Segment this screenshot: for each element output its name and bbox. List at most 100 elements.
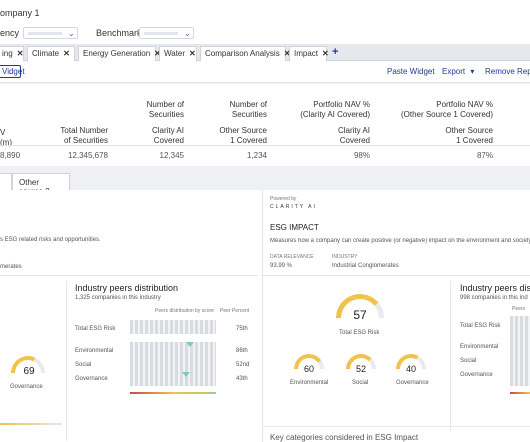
tab-label: Energy Generation bbox=[83, 49, 151, 58]
powered-by: Powered by bbox=[270, 196, 297, 202]
summary-header: Other Source bbox=[445, 126, 493, 135]
summary-value: 1,234 bbox=[246, 151, 267, 160]
summary-header: Clarity AI bbox=[151, 126, 184, 135]
peers-title: Industry peers distr bbox=[460, 283, 530, 293]
gauge-label: Governance bbox=[10, 384, 43, 390]
distribution-bar bbox=[510, 316, 530, 386]
summary-header: Clarity AI bbox=[337, 126, 370, 135]
benchmark-select[interactable]: ⌄ bbox=[139, 27, 194, 39]
summary-header: Securities bbox=[148, 110, 184, 119]
tab-label: ing bbox=[2, 49, 13, 58]
environmental-label: Environmental bbox=[290, 380, 329, 386]
summary-header: Number of bbox=[229, 100, 267, 109]
content-panels: s ESG related risks and opportunities. m… bbox=[0, 190, 530, 442]
summary-col-clarity-count: Number of Securities Clarity AI Covered bbox=[124, 100, 184, 146]
summary-col-total: Total Number of Securities bbox=[48, 126, 108, 146]
summary-header: of Securities bbox=[63, 136, 108, 145]
tab-impact[interactable]: Impact ✕ bbox=[289, 46, 329, 61]
summary-header: Other Source bbox=[219, 126, 267, 135]
peers-dist-header: Peers bbox=[512, 306, 526, 312]
chevron-down-icon: ▾ bbox=[470, 67, 475, 76]
summary-header: Portfolio NAV % bbox=[313, 100, 370, 109]
row-label: Governance bbox=[75, 376, 108, 382]
divider bbox=[66, 281, 67, 441]
close-icon[interactable]: ✕ bbox=[189, 49, 196, 58]
distribution-bar bbox=[130, 320, 216, 334]
page-title: ompany 1 bbox=[0, 8, 40, 18]
summary-col-other-count: Number of Securities Other Source 1 Cove… bbox=[207, 100, 267, 146]
close-icon[interactable]: ✕ bbox=[283, 49, 291, 58]
coverage-summary: V (m) 8,890 Total Number of Securities 1… bbox=[0, 84, 530, 166]
summary-header: Covered bbox=[339, 136, 370, 145]
summary-col-nav: V (m) bbox=[0, 128, 18, 148]
tab-source-1[interactable] bbox=[0, 173, 12, 190]
peers-dist-header: Peers distribution by score bbox=[155, 308, 214, 314]
paste-widget-button[interactable]: Paste Widget bbox=[387, 67, 435, 76]
tab-energy-generation[interactable]: Energy Generation ✕ bbox=[78, 46, 161, 61]
social-label: Social bbox=[352, 380, 369, 386]
summary-header: Securities bbox=[231, 110, 267, 119]
tab-water[interactable]: Water ✕ bbox=[159, 46, 197, 61]
data-relevance-label: DATA RELEVANCE bbox=[270, 254, 314, 260]
tab-label: Comparison Analysis bbox=[205, 49, 280, 58]
summary-col-other-nav: Portfolio NAV % (Other Source 1 Covered)… bbox=[383, 100, 493, 146]
row-percentile: 86th bbox=[236, 348, 248, 354]
summary-header: Covered bbox=[153, 136, 184, 145]
row-label: Environmental bbox=[460, 344, 499, 350]
left-industry: merates bbox=[0, 264, 22, 270]
summary-header: 1 Covered bbox=[230, 136, 267, 145]
chevron-down-icon: ⌄ bbox=[184, 29, 191, 38]
tab-label: Impact bbox=[294, 49, 319, 58]
tab-rating[interactable]: ing ✕ bbox=[0, 46, 24, 61]
add-tab-button[interactable]: + bbox=[332, 46, 339, 58]
total-risk-value: 57 bbox=[353, 308, 367, 322]
close-icon[interactable]: ✕ bbox=[154, 49, 161, 58]
remove-report-button[interactable]: Remove Repor bbox=[485, 67, 530, 76]
close-icon[interactable]: ✕ bbox=[63, 49, 70, 58]
peer-percent-header: Peer Percent bbox=[220, 308, 250, 314]
tab-climate[interactable]: Climate ✕ bbox=[27, 46, 75, 61]
filter-bar: ency ⌄ Benchmark ⌄ bbox=[0, 24, 530, 44]
report-tabs: ing ✕ Climate ✕ Energy Generation ✕ Water ✕ … bbox=[0, 44, 530, 61]
peers-title: Industry peers distribution bbox=[75, 283, 179, 293]
export-label: Export bbox=[442, 67, 466, 76]
divider bbox=[262, 426, 530, 427]
peers-count: 1,325 companies in this industry bbox=[75, 295, 161, 301]
row-label: Social bbox=[460, 358, 477, 364]
summary-col-clarity-nav: Portfolio NAV % (Clarity AI Covered) Cla… bbox=[280, 100, 370, 146]
divider bbox=[262, 275, 530, 276]
row-label: Governance bbox=[460, 372, 493, 378]
gauge-value: 69 bbox=[23, 366, 35, 377]
close-icon[interactable]: ✕ bbox=[322, 49, 329, 58]
industry-value: Industrial Conglomerates bbox=[332, 263, 399, 269]
peers-count: 998 companies in this ind bbox=[460, 295, 528, 301]
environmental-value: 60 bbox=[303, 364, 314, 374]
add-widget-button[interactable]: Vidget bbox=[0, 65, 25, 78]
summary-header: (Clarity AI Covered) bbox=[300, 110, 370, 119]
row-percentile: 43th bbox=[236, 376, 248, 382]
top-bar: ompany 1 bbox=[0, 0, 530, 26]
divider bbox=[0, 145, 530, 146]
close-icon[interactable]: ✕ bbox=[16, 49, 24, 58]
total-risk-label: Total ESG Risk bbox=[339, 330, 380, 336]
divider bbox=[0, 275, 258, 276]
tab-other-source-2[interactable]: Other source 2 bbox=[12, 173, 70, 196]
currency-select[interactable]: ⌄ bbox=[23, 27, 78, 39]
export-button[interactable]: Export ▾ bbox=[442, 67, 474, 76]
summary-header: Portfolio NAV % bbox=[436, 100, 493, 109]
score-scale bbox=[0, 423, 62, 425]
data-relevance-value: 93.99 % bbox=[270, 263, 293, 269]
industry-label: INDUSTRY bbox=[332, 254, 358, 260]
left-description: s ESG related risks and opportunities. bbox=[0, 237, 101, 243]
summary-value: 98% bbox=[353, 151, 370, 160]
tab-comparison-analysis[interactable]: Comparison Analysis ✕ bbox=[200, 46, 290, 61]
key-categories-heading: Key categories considered in ESG Impact bbox=[270, 433, 419, 442]
row-label: Social bbox=[75, 362, 92, 368]
summary-value: 87% bbox=[476, 151, 493, 160]
row-percentile: 52nd bbox=[236, 362, 250, 368]
summary-header: 1 Covered bbox=[456, 136, 493, 145]
clarity-logo: CLARITY AI bbox=[270, 204, 317, 210]
social-value: 52 bbox=[355, 364, 366, 374]
tab-label: Water bbox=[164, 49, 186, 58]
score-marker bbox=[182, 372, 190, 377]
